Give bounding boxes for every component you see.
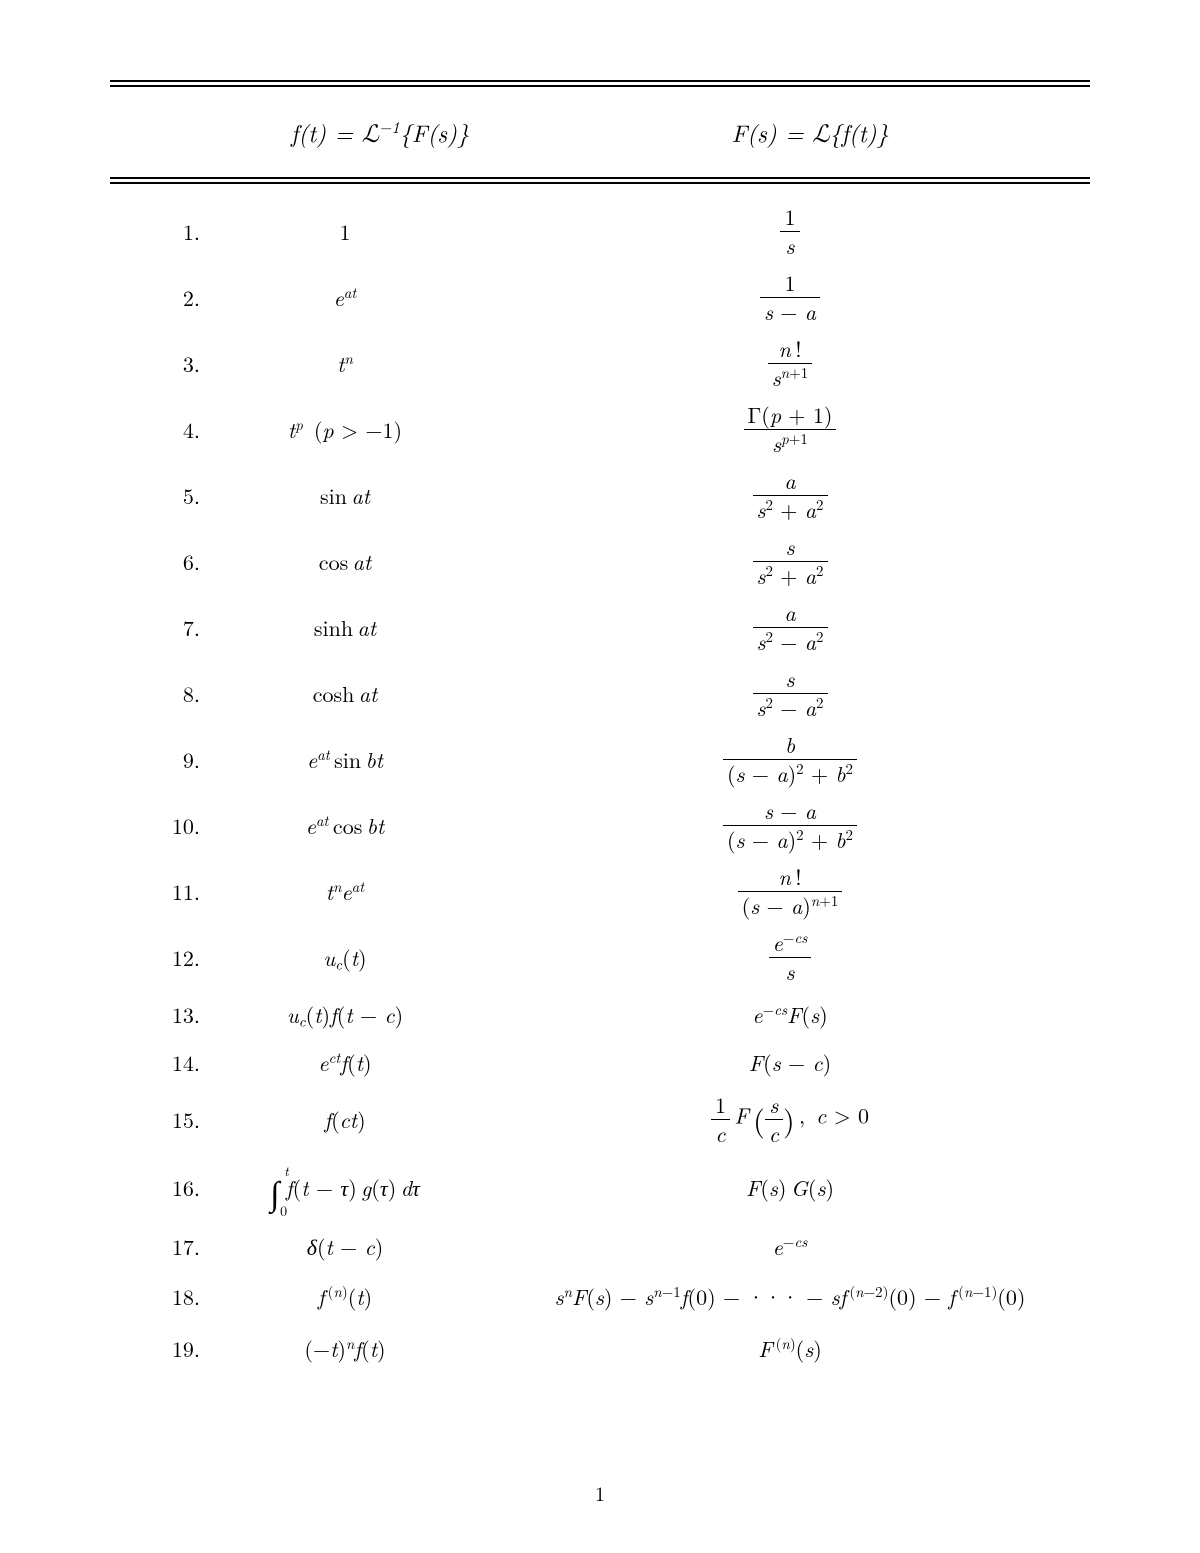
fs-cell: snF(s) − sn−1f(0) − ··· − sf (n−2)(0) − … [490,1270,1090,1322]
ft-cell: eat sin bt [200,726,490,792]
fs-cell: 1s [490,198,1090,264]
fs-cell: n !(s − a)n+1 [490,858,1090,924]
ft-cell: uc(t)f(t − c) [200,990,490,1038]
table-row: 2.eat1s − a [110,264,1090,330]
row-number: 11. [110,858,200,924]
ft-cell: cos at [200,528,490,594]
mid-rule [110,177,1090,184]
ft-cell: eat cos bt [200,792,490,858]
fs-cell: 1s − a [490,264,1090,330]
row-number: 12. [110,924,200,990]
ft-cell: sin at [200,462,490,528]
fs-cell: e−csF(s) [490,990,1090,1038]
ft-cell: tn [200,330,490,396]
header-right: F(s) = ℒ{f(t)} [731,115,888,149]
fs-cell: ss2 + a2 [490,528,1090,594]
row-number: 17. [110,1222,200,1270]
fs-cell: b(s − a)2 + b2 [490,726,1090,792]
row-number: 7. [110,594,200,660]
fs-cell: F (n)(s) [490,1322,1090,1374]
fs-cell: F(s − c) [490,1038,1090,1086]
table-row: 3.tnn !sn+1 [110,330,1090,396]
table-row: 8.cosh atss2 − a2 [110,660,1090,726]
row-number: 2. [110,264,200,330]
header-left: f(t) = ℒ−1{F(s)} [291,115,469,149]
row-number: 14. [110,1038,200,1086]
row-number: 4. [110,396,200,462]
row-number: 19. [110,1322,200,1374]
page-number: 1 [0,1478,1200,1507]
table-row: 15.f(ct)1c F (sc) , c > 0 [110,1086,1090,1152]
fs-cell: as2 − a2 [490,594,1090,660]
table-row: 19.(−t)nf(t)F (n)(s) [110,1322,1090,1374]
row-number: 13. [110,990,200,1038]
top-rule [110,80,1090,87]
row-number: 1. [110,198,200,264]
table-row: 18.f (n)(t)snF(s) − sn−1f(0) − ··· − sf … [110,1270,1090,1322]
ft-cell: cosh at [200,660,490,726]
ft-cell: f(ct) [200,1086,490,1152]
ft-cell: sinh at [200,594,490,660]
row-number: 8. [110,660,200,726]
fs-cell: Γ(p + 1)sp+1 [490,396,1090,462]
fs-cell: 1c F (sc) , c > 0 [490,1086,1090,1152]
table-row: 4.tp (p > −1)Γ(p + 1)sp+1 [110,396,1090,462]
ft-cell: ectf(t) [200,1038,490,1086]
ft-cell: eat [200,264,490,330]
table-row: 6.cos atss2 + a2 [110,528,1090,594]
table-row: 12.uc(t)e−css [110,924,1090,990]
ft-cell: tp (p > −1) [200,396,490,462]
fs-cell: as2 + a2 [490,462,1090,528]
ft-cell: ∫0t f(t − τ) g(τ) dτ [200,1152,490,1222]
table-row: 13.uc(t)f(t − c)e−csF(s) [110,990,1090,1038]
table-row: 7.sinh atas2 − a2 [110,594,1090,660]
ft-cell: tneat [200,858,490,924]
row-number: 9. [110,726,200,792]
table-row: 17.δ(t − c)e−cs [110,1222,1090,1270]
fs-cell: e−css [490,924,1090,990]
fs-cell: s − a(s − a)2 + b2 [490,792,1090,858]
ft-cell: f (n)(t) [200,1270,490,1322]
row-number: 6. [110,528,200,594]
table-row: 11.tneatn !(s − a)n+1 [110,858,1090,924]
row-number: 5. [110,462,200,528]
table-row: 9.eat sin btb(s − a)2 + b2 [110,726,1090,792]
ft-cell: δ(t − c) [200,1222,490,1270]
row-number: 18. [110,1270,200,1322]
ft-cell: (−t)nf(t) [200,1322,490,1374]
table-row: 10.eat cos bts − a(s − a)2 + b2 [110,792,1090,858]
ft-cell: 1 [200,198,490,264]
row-number: 16. [110,1152,200,1222]
fs-cell: ss2 − a2 [490,660,1090,726]
table-row: 16.∫0t f(t − τ) g(τ) dτF(s) G(s) [110,1152,1090,1222]
fs-cell: e−cs [490,1222,1090,1270]
row-number: 3. [110,330,200,396]
row-number: 10. [110,792,200,858]
fs-cell: n !sn+1 [490,330,1090,396]
table-row: 14.ectf(t)F(s − c) [110,1038,1090,1086]
table-row: 1.11s [110,198,1090,264]
table-header: f(t) = ℒ−1{F(s)} F(s) = ℒ{f(t)} [110,87,1090,177]
fs-cell: F(s) G(s) [490,1152,1090,1222]
page: f(t) = ℒ−1{F(s)} F(s) = ℒ{f(t)} 1.11s2.e… [0,0,1200,1553]
table-row: 5.sin atas2 + a2 [110,462,1090,528]
ft-cell: uc(t) [200,924,490,990]
row-number: 15. [110,1086,200,1152]
laplace-table: 1.11s2.eat1s − a3.tnn !sn+14.tp (p > −1)… [110,198,1090,1374]
